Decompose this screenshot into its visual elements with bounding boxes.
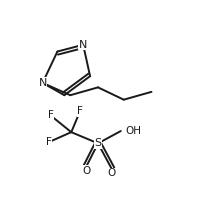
Text: F: F [77, 106, 83, 116]
Text: S: S [94, 138, 102, 148]
Text: O: O [108, 168, 116, 178]
Text: N: N [38, 78, 47, 88]
Text: O: O [82, 166, 90, 176]
Text: F: F [46, 137, 51, 147]
Text: OH: OH [126, 126, 142, 136]
Text: F: F [48, 110, 53, 120]
Text: N: N [79, 40, 87, 50]
